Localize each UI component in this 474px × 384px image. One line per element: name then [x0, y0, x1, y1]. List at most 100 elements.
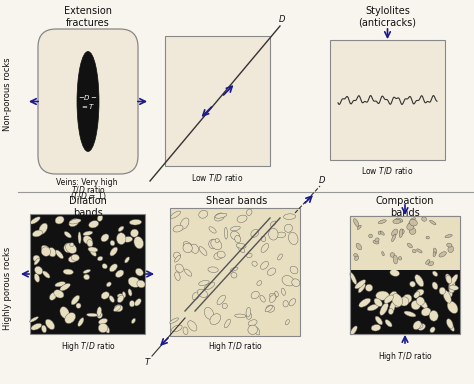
Ellipse shape — [393, 255, 398, 264]
Text: High $\it{T/D}$ ratio: High $\it{T/D}$ ratio — [378, 350, 432, 363]
Ellipse shape — [116, 270, 124, 277]
Text: Highly porous rocks: Highly porous rocks — [2, 247, 11, 329]
Ellipse shape — [374, 298, 382, 306]
Ellipse shape — [76, 303, 81, 308]
Ellipse shape — [137, 280, 145, 288]
Ellipse shape — [409, 228, 416, 234]
Ellipse shape — [172, 325, 182, 332]
Ellipse shape — [389, 291, 397, 301]
Ellipse shape — [358, 284, 365, 293]
Ellipse shape — [65, 313, 75, 324]
Ellipse shape — [29, 317, 38, 322]
Ellipse shape — [392, 234, 396, 242]
Ellipse shape — [175, 272, 180, 281]
Ellipse shape — [448, 246, 454, 253]
Ellipse shape — [48, 248, 56, 257]
Ellipse shape — [356, 243, 362, 250]
Ellipse shape — [175, 264, 183, 272]
Ellipse shape — [118, 226, 124, 232]
Ellipse shape — [128, 277, 140, 287]
Text: Stylolites
(anticracks): Stylolites (anticracks) — [358, 6, 417, 28]
Ellipse shape — [414, 323, 423, 328]
Ellipse shape — [83, 231, 93, 236]
Ellipse shape — [89, 220, 99, 228]
Ellipse shape — [71, 254, 79, 261]
Text: Low $\it{T/D}$ ratio: Low $\it{T/D}$ ratio — [361, 165, 414, 176]
Ellipse shape — [41, 247, 51, 256]
Ellipse shape — [224, 319, 230, 328]
Ellipse shape — [354, 253, 358, 258]
Ellipse shape — [71, 295, 80, 305]
Ellipse shape — [355, 256, 358, 260]
Ellipse shape — [429, 220, 436, 225]
Ellipse shape — [276, 232, 286, 238]
Ellipse shape — [191, 244, 199, 253]
Ellipse shape — [400, 297, 409, 306]
Ellipse shape — [426, 236, 429, 239]
FancyBboxPatch shape — [38, 29, 138, 174]
Ellipse shape — [418, 324, 425, 330]
Ellipse shape — [447, 319, 453, 329]
Text: Non-porous rocks: Non-porous rocks — [2, 57, 11, 131]
Ellipse shape — [215, 213, 227, 218]
Text: High $\it{T/D}$ ratio: High $\it{T/D}$ ratio — [208, 340, 262, 353]
Text: Compaction
bands: Compaction bands — [376, 196, 434, 218]
Text: $\it{T/D}$ ratio: $\it{T/D}$ ratio — [71, 184, 105, 195]
Ellipse shape — [98, 323, 108, 333]
Ellipse shape — [266, 305, 274, 312]
Ellipse shape — [410, 219, 417, 226]
Ellipse shape — [378, 220, 386, 223]
Ellipse shape — [447, 243, 452, 247]
Ellipse shape — [35, 266, 43, 275]
Ellipse shape — [289, 299, 296, 306]
Ellipse shape — [107, 282, 111, 287]
Ellipse shape — [447, 301, 458, 313]
Ellipse shape — [214, 252, 223, 259]
Ellipse shape — [173, 252, 180, 259]
Ellipse shape — [283, 214, 296, 219]
Ellipse shape — [122, 292, 126, 297]
Ellipse shape — [439, 252, 447, 257]
Ellipse shape — [430, 327, 435, 333]
Bar — [350, 216, 460, 270]
Ellipse shape — [170, 318, 179, 323]
Ellipse shape — [199, 247, 207, 255]
Ellipse shape — [269, 295, 276, 302]
Ellipse shape — [384, 295, 393, 303]
Ellipse shape — [34, 258, 40, 265]
Ellipse shape — [89, 248, 96, 256]
Ellipse shape — [197, 289, 208, 298]
Ellipse shape — [261, 243, 269, 252]
Ellipse shape — [117, 294, 125, 299]
Ellipse shape — [97, 215, 103, 221]
Text: $D$: $D$ — [318, 174, 326, 185]
Ellipse shape — [446, 274, 452, 283]
Ellipse shape — [390, 270, 400, 276]
Bar — [30, 214, 145, 334]
Ellipse shape — [392, 229, 398, 236]
Ellipse shape — [83, 270, 91, 273]
Ellipse shape — [365, 284, 373, 291]
Ellipse shape — [414, 291, 420, 298]
Ellipse shape — [101, 234, 109, 242]
Ellipse shape — [97, 307, 101, 316]
Ellipse shape — [369, 234, 373, 238]
Bar — [350, 216, 460, 334]
Ellipse shape — [104, 325, 109, 333]
Text: Low $\it{T/D}$ ratio: Low $\it{T/D}$ ratio — [191, 172, 243, 183]
Ellipse shape — [55, 250, 64, 259]
Ellipse shape — [171, 211, 181, 218]
Ellipse shape — [173, 225, 183, 232]
Ellipse shape — [433, 252, 436, 257]
Text: $-D-$: $-D-$ — [78, 93, 98, 102]
Ellipse shape — [275, 291, 278, 296]
Ellipse shape — [123, 237, 133, 242]
Ellipse shape — [261, 262, 268, 269]
Ellipse shape — [254, 327, 260, 335]
Ellipse shape — [357, 225, 361, 230]
Ellipse shape — [78, 318, 84, 326]
Ellipse shape — [267, 268, 276, 275]
Ellipse shape — [83, 274, 90, 280]
Ellipse shape — [209, 227, 216, 233]
Ellipse shape — [251, 291, 259, 299]
